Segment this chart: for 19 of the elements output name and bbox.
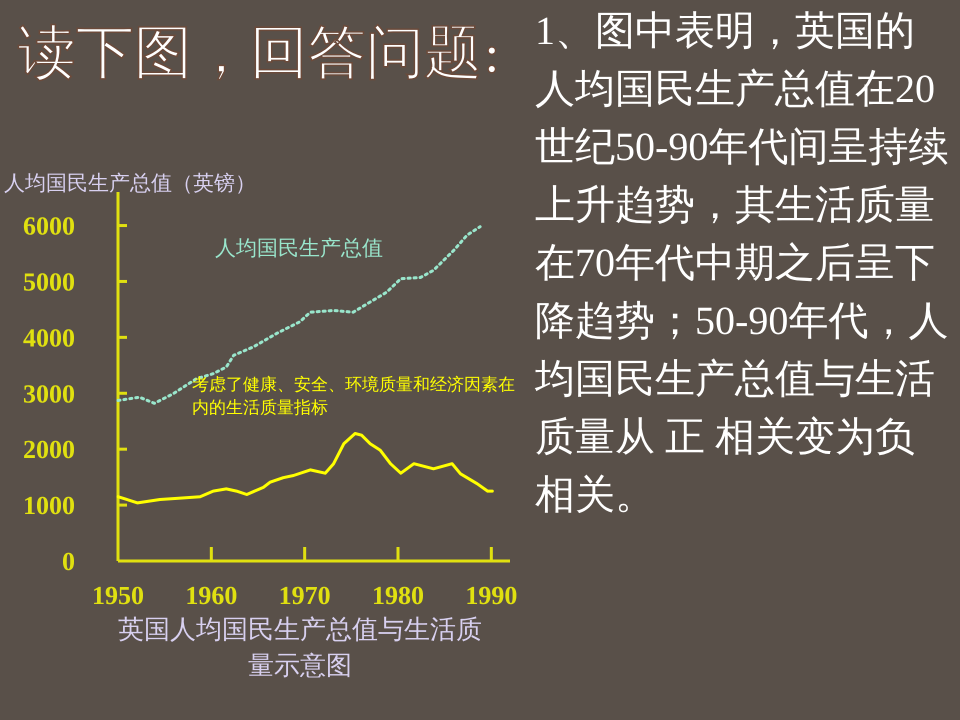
y-axis-title: 人均国民生产总值（英镑）: [4, 171, 256, 195]
x-tick-label: 1980: [372, 581, 424, 610]
text: 英国人均国民生产总值与生活质量示意图: [117, 614, 483, 683]
y-tick-label: 2000: [23, 435, 75, 464]
y-tick-label: 6000: [23, 212, 75, 241]
series-label: 人均国民生产总值: [215, 236, 383, 260]
x-tick-label: 1990: [465, 581, 518, 610]
text: 考虑了健康、安全、环境质量和经济因素在内的生活质量指标: [192, 374, 516, 420]
y-tick-label: 1000: [23, 491, 75, 520]
y-tick-label: 4000: [23, 323, 75, 352]
chart-title: 读下图，回答问题:: [18, 17, 502, 88]
text: 1、图中表明，英国的人均国民生产总值在20世纪50-90年代间呈持续上升趋势，其生活质量在70年代中期之后呈下降趋势；50-90年代，人均国民生产总值与生活质量从 正 相关变为负相关。: [535, 8, 948, 517]
x-tick-label: 1960: [185, 581, 238, 610]
line-series: [116, 432, 494, 504]
y-tick-label: 3000: [23, 379, 75, 408]
x-tick-label: 1950: [92, 581, 144, 610]
y-tick-label: 5000: [23, 267, 75, 296]
y-tick-label: 0: [62, 547, 75, 576]
x-tick-label: 1970: [278, 581, 331, 610]
